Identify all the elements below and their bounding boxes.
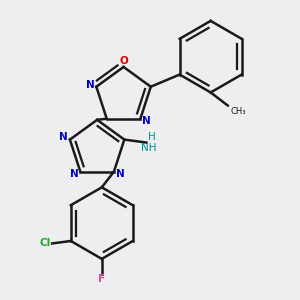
Text: N: N [116, 169, 124, 179]
Text: F: F [98, 274, 105, 284]
Text: N: N [59, 132, 68, 142]
Text: O: O [119, 56, 128, 66]
Text: Cl: Cl [40, 238, 51, 248]
Text: N: N [142, 116, 151, 126]
Text: NH: NH [141, 143, 157, 153]
Text: N: N [86, 80, 94, 90]
Text: N: N [70, 169, 79, 179]
Text: H: H [148, 132, 155, 142]
Text: CH₃: CH₃ [230, 107, 246, 116]
